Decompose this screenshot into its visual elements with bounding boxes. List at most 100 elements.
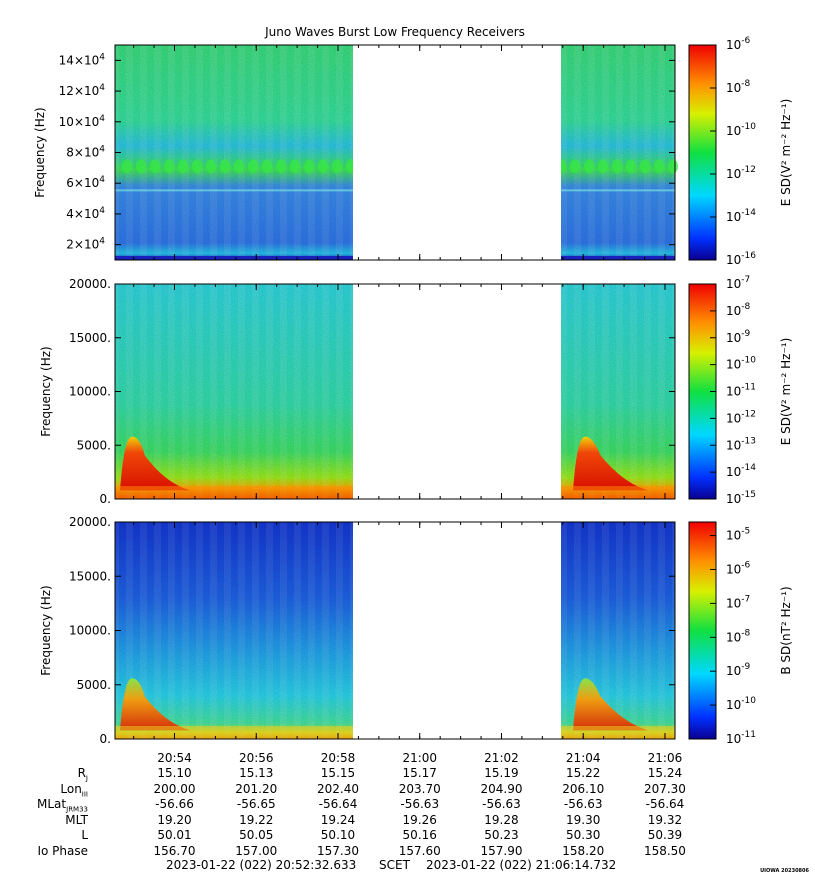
colorbar-tick-label: 10-10 <box>726 122 756 138</box>
chart-title: Juno Waves Burst Low Frequency Receivers <box>265 25 525 39</box>
ephemeris-value: 157.90 <box>480 843 523 858</box>
ephemeris-label-text: L <box>81 828 88 842</box>
colorbar-label: E SD(V² m⁻² Hz⁻¹) <box>779 99 793 207</box>
y-tick-label: 6×104 <box>66 175 105 190</box>
colorbar-label: E SD(V² m⁻² Hz⁻¹) <box>779 338 793 446</box>
ephemeris-label-text: MLat <box>37 797 67 811</box>
y-tick-label: 8×104 <box>66 145 105 160</box>
colorbar-tick-label: 10-10 <box>726 696 756 712</box>
emission-blob <box>136 159 146 174</box>
burst-emission <box>573 678 648 731</box>
y-tick-label: 20000. <box>69 277 111 291</box>
colorbar-tick-label: 10-8 <box>726 302 751 318</box>
ephemeris-value: 202.40 <box>316 781 359 796</box>
ephemeris-value: 50.16 <box>402 828 437 842</box>
emission-blob <box>584 159 594 174</box>
ephemeris-value: 157.00 <box>235 843 278 858</box>
x-tick-label: 20:56 <box>239 751 274 765</box>
x-tick-label: 21:02 <box>484 751 519 765</box>
colorbar-tick-label: 10-11 <box>726 730 756 746</box>
x-tick-label: 21:04 <box>566 751 601 765</box>
emission-blob <box>612 159 622 174</box>
colorbar-tick-label: 10-8 <box>726 628 751 644</box>
ephemeris-value: -56.65 <box>236 797 276 811</box>
ephemeris-value: 15.13 <box>239 766 274 780</box>
ephemeris-value: 50.30 <box>566 828 601 842</box>
emission-blob <box>668 159 678 174</box>
colorbar-tick-label: 10-5 <box>726 527 750 543</box>
y-tick-label: 10000. <box>69 624 111 638</box>
ephemeris-label: MLatJRM33 <box>0 797 88 813</box>
ephemeris-value: 19.26 <box>402 812 437 827</box>
ephemeris-label-text: MLT <box>65 812 88 827</box>
ephemeris-value: 15.15 <box>320 766 356 780</box>
x-tick-label: 20:58 <box>321 751 356 765</box>
ephemeris-value: 50.10 <box>320 828 356 842</box>
y-tick-label: 0. <box>100 492 111 506</box>
burst-emission <box>120 436 190 491</box>
colorbar <box>688 44 717 261</box>
ephemeris-value: 19.20 <box>157 812 192 827</box>
ephemeris-value: 158.50 <box>643 843 686 858</box>
data-gap <box>353 521 561 740</box>
ephemeris-value: -56.63 <box>400 797 440 811</box>
ephemeris-label-subscript: JRM33 <box>66 805 88 814</box>
y-tick-label: 5000. <box>77 678 111 692</box>
y-tick-label: 10000. <box>69 385 111 399</box>
colorbar-tick-label: 10-13 <box>726 436 756 452</box>
colorbar <box>688 521 717 740</box>
ephemeris-value: 50.01 <box>157 828 192 842</box>
y-tick-label: 0. <box>100 732 111 746</box>
colorbar-tick-label: 10-12 <box>726 165 756 181</box>
colorbar-tick-label: 10-15 <box>726 490 756 506</box>
ephemeris-label: MLT <box>0 813 88 827</box>
ephemeris-value: 19.24 <box>320 812 356 827</box>
y-tick-label: 14×104 <box>59 52 106 67</box>
y-tick-label: 4×104 <box>66 206 105 221</box>
ephemeris-label-text: Lon <box>60 781 82 796</box>
footer-end-time: 2023-01-22 (022) 21:06:14.732 <box>426 858 617 872</box>
axes-panel-1: 14×104 12×104 10×104 8×104 6×104 4×104 2×104 Fr… <box>33 36 793 267</box>
ephemeris-value: 157.30 <box>316 843 359 858</box>
ephemeris-value: 15.22 <box>566 766 601 780</box>
y-tick-label: 2×104 <box>66 237 105 252</box>
colorbar-label: B SD(nT² Hz⁻¹) <box>779 586 793 674</box>
emission-blob <box>318 159 328 174</box>
spectrogram-panel-2 <box>115 283 675 500</box>
y-axis-label: Frequency (Hz) <box>39 585 53 676</box>
emission-blob <box>164 159 174 174</box>
y-tick-label: 12×104 <box>59 83 106 98</box>
colorbar-tick-label: 10-7 <box>726 594 750 610</box>
colorbar-tick-label: 10-11 <box>726 383 756 399</box>
ephemeris-value: 15.17 <box>402 766 437 780</box>
colorbar-tick-label: 10-12 <box>726 409 756 425</box>
colorbar-tick-label: 10-14 <box>726 463 756 479</box>
emission-blob <box>304 159 314 174</box>
data-gap <box>353 283 561 500</box>
emission-blob <box>570 159 580 174</box>
ephemeris-value: 15.10 <box>157 766 192 780</box>
x-tick-label: 21:06 <box>648 751 683 765</box>
ephemeris-value: 19.28 <box>484 812 519 827</box>
emission-blob <box>262 159 272 174</box>
ephemeris-value: 158.20 <box>562 843 605 858</box>
ephemeris-value: 15.19 <box>484 766 519 780</box>
y-tick-label: 20000. <box>69 515 111 529</box>
ephemeris-value: 200.00 <box>153 781 196 796</box>
colorbar-tick-label: 10-8 <box>726 79 751 95</box>
ephemeris-value: -56.63 <box>563 797 603 811</box>
axes-panel-3: 20000. 15000. 10000. 5000. 0. Frequency (Hz) 1… <box>39 515 793 746</box>
ephemeris-value: 206.10 <box>562 781 605 796</box>
colorbar-tick-label: 10-9 <box>726 662 751 678</box>
data-gap <box>353 44 561 261</box>
ephemeris-value: 156.70 <box>153 843 196 858</box>
footer-start-time: 2023-01-22 (022) 20:52:32.633 <box>166 858 357 872</box>
ephemeris-value: -56.66 <box>155 797 194 811</box>
ephemeris-value: 19.22 <box>239 812 274 827</box>
ephemeris-label-subscript: III <box>81 789 88 798</box>
ephemeris-label: Io Phase <box>0 844 88 858</box>
x-tick-label: 21:00 <box>402 751 437 765</box>
ephemeris-value: 50.05 <box>239 828 274 842</box>
ephemeris-value: 203.70 <box>398 781 441 796</box>
